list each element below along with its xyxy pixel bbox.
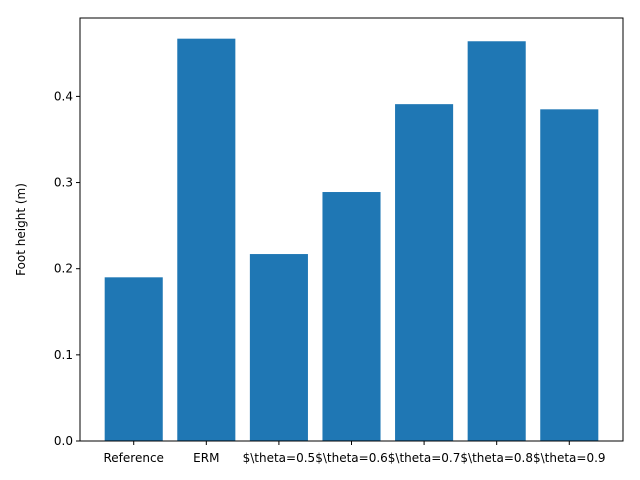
bar-3	[322, 192, 381, 441]
x-tick-label: $\theta=0.7	[388, 451, 461, 465]
y-tick-label: 0.1	[54, 348, 73, 362]
x-tick-label: $\theta=0.8	[460, 451, 533, 465]
y-tick-label: 0.3	[54, 176, 73, 190]
bars-group	[104, 38, 599, 442]
y-axis-label: Foot height (m)	[14, 183, 28, 276]
x-axis-ticks: Reference ERM $\theta=0.5 $\theta=0.6 $\thet…	[104, 441, 606, 465]
y-axis-ticks: 0.0 0.1 0.2 0.3 0.4	[54, 89, 80, 448]
bar-5	[467, 41, 526, 442]
bar-2	[249, 254, 308, 441]
bar-1	[177, 38, 236, 441]
x-tick-label: $\theta=0.5	[243, 451, 316, 465]
x-tick-label: ERM	[193, 451, 219, 465]
y-tick-label: 0.4	[54, 89, 73, 103]
x-tick-label: $\theta=0.9	[533, 451, 606, 465]
bar-4	[395, 104, 454, 442]
bar-0	[104, 277, 163, 441]
y-tick-label: 0.2	[54, 262, 73, 276]
x-tick-label: Reference	[104, 451, 164, 465]
y-tick-label: 0.0	[54, 434, 73, 448]
axes-frame	[79, 17, 624, 442]
bar-6	[540, 109, 599, 441]
x-tick-label: $\theta=0.6	[315, 451, 388, 465]
